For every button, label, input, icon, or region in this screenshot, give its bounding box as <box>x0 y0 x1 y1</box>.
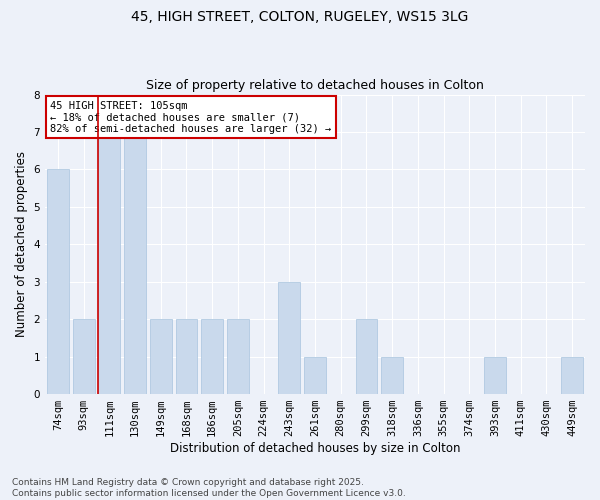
Text: Contains HM Land Registry data © Crown copyright and database right 2025.
Contai: Contains HM Land Registry data © Crown c… <box>12 478 406 498</box>
Bar <box>381 356 403 394</box>
Bar <box>561 356 583 394</box>
Bar <box>278 282 300 394</box>
Bar <box>356 319 377 394</box>
Bar <box>150 319 172 394</box>
Text: 45 HIGH STREET: 105sqm
← 18% of detached houses are smaller (7)
82% of semi-deta: 45 HIGH STREET: 105sqm ← 18% of detached… <box>50 100 332 134</box>
Bar <box>124 132 146 394</box>
Bar <box>176 319 197 394</box>
Bar <box>47 170 69 394</box>
Bar <box>98 132 120 394</box>
Title: Size of property relative to detached houses in Colton: Size of property relative to detached ho… <box>146 79 484 92</box>
Text: 45, HIGH STREET, COLTON, RUGELEY, WS15 3LG: 45, HIGH STREET, COLTON, RUGELEY, WS15 3… <box>131 10 469 24</box>
Bar <box>304 356 326 394</box>
Y-axis label: Number of detached properties: Number of detached properties <box>15 152 28 338</box>
X-axis label: Distribution of detached houses by size in Colton: Distribution of detached houses by size … <box>170 442 460 455</box>
Bar <box>227 319 249 394</box>
Bar <box>201 319 223 394</box>
Bar <box>73 319 95 394</box>
Bar <box>484 356 506 394</box>
